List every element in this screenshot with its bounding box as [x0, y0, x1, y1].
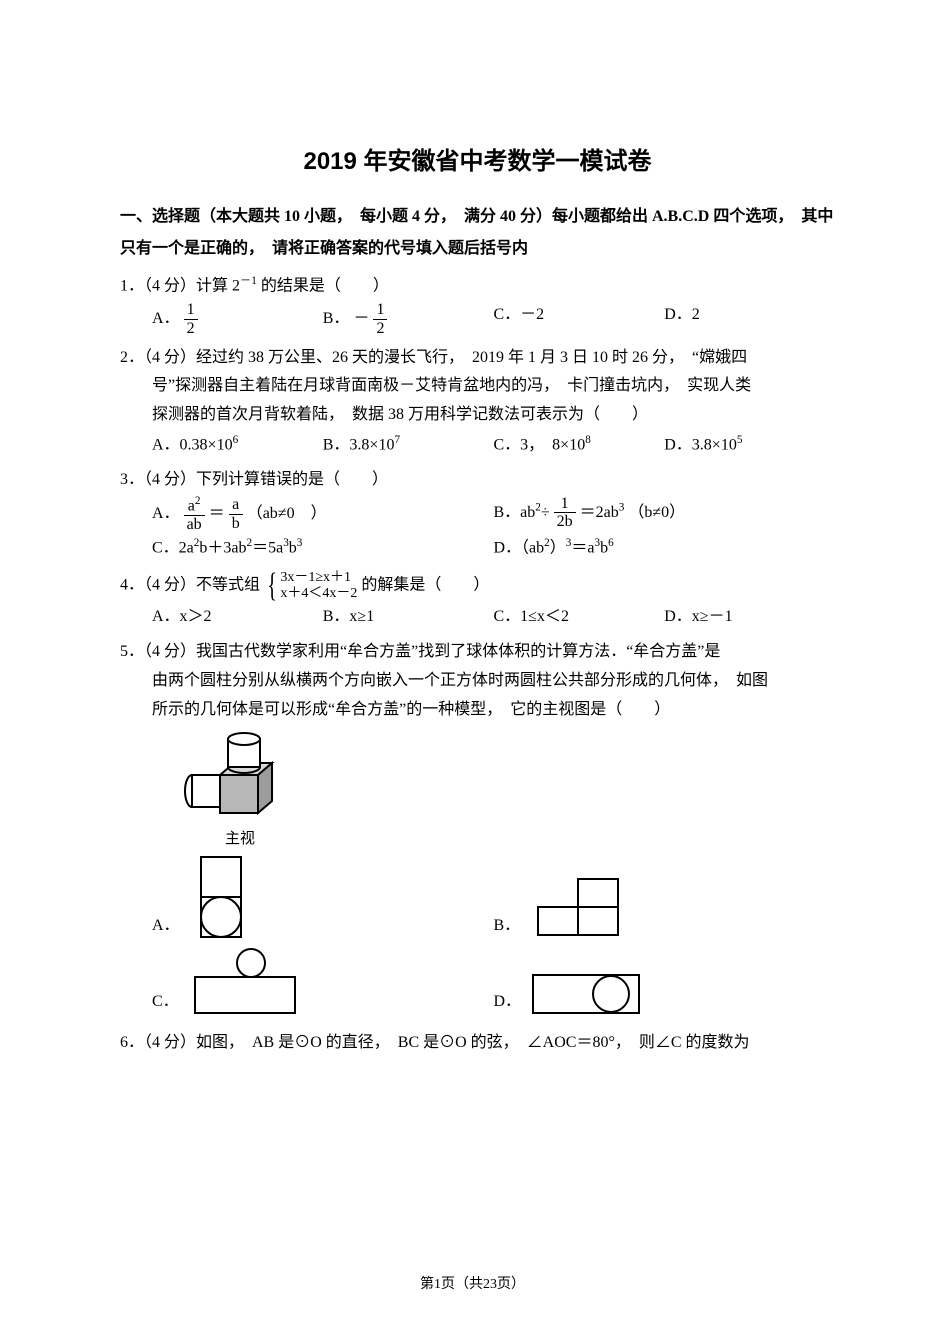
q5-opt-b: B． — [494, 853, 836, 941]
q4-opt-c: C．1≤x＜2 — [494, 603, 665, 632]
q1-opt-a: A． 12 — [152, 301, 323, 337]
q1-exp: －1 — [240, 275, 257, 287]
question-6: 6．（4 分）如图， AB 是⊙O 的直径， BC 是⊙O 的弦， ∠AOC＝8… — [120, 1029, 835, 1058]
q1-opt-c: C．－2 — [494, 301, 665, 337]
q4-opt-a: A．x＞2 — [152, 603, 323, 632]
question-3: 3．（4 分）下列计算错误的是（ ） — [120, 466, 835, 495]
q5-opt-b-icon — [526, 875, 626, 941]
q2-line1: 2．（4 分）经过约 38 万公里、26 天的漫长飞行， 2019 年 1 月 … — [120, 344, 835, 373]
q2-opt-b: B．3.8×107 — [323, 430, 494, 460]
q1-options: A． 12 B． － 12 C．－2 D．2 — [120, 301, 835, 337]
section-header: 一、选择题（本大题共 10 小题， 每小题 4 分， 满分 40 分）每小题都给… — [120, 201, 835, 265]
page: 2019 年安徽省中考数学一模试卷 一、选择题（本大题共 10 小题， 每小题 … — [0, 0, 945, 1337]
q1-stem-prefix: 1．（4 分）计算 2 — [120, 278, 240, 295]
q1-opt-d: D．2 — [664, 301, 835, 337]
q2-line3: 探测器的首次月背软着陆， 数据 38 万用科学记数法可表示为（ ） — [120, 401, 835, 430]
q4-options: A．x＞2 B．x≥1 C．1≤x＜2 D．x≥－1 — [120, 603, 835, 632]
document-title: 2019 年安徽省中考数学一模试卷 — [120, 140, 835, 183]
q2-opt-a: A．0.38×106 — [152, 430, 323, 460]
q5-opt-d-icon — [527, 969, 647, 1017]
q2-opt-d: D．3.8×105 — [664, 430, 835, 460]
q5-opt-a-icon — [186, 853, 256, 941]
q2-options: A．0.38×106 B．3.8×107 C．3， 8×108 D．3.8×10… — [120, 430, 835, 460]
q5-opt-c: C． — [152, 947, 494, 1017]
q5-options: A． B． C． D． — [120, 853, 835, 1023]
q5-opt-d: D． — [494, 947, 836, 1017]
q4-opt-b: B．x≥1 — [323, 603, 494, 632]
q2-line2: 号”探测器自主着陆在月球背面南极－艾特肯盆地内的冯， 卡门撞击坑内， 实现人类 — [120, 372, 835, 401]
question-4: 4．（4 分）不等式组 { 3x－1≥x＋1 x＋4＜4x－2 的解集是（ ） — [120, 569, 835, 603]
question-1: 1．（4 分）计算 2－1 的结果是（ ） — [120, 271, 835, 301]
q5-opt-a: A． — [152, 853, 494, 941]
cylinders-cube-icon — [180, 729, 290, 824]
page-footer: 第1页（共23页） — [0, 1272, 945, 1297]
q5-figure: 主视 — [180, 729, 300, 853]
q3-options-row2: C．2a2b＋3ab2＝5a3b3 D．（ab2）3＝a3b6 — [120, 533, 835, 563]
q3-opt-a: A． a2ab ＝ ab （ab≠0 ） — [152, 495, 494, 534]
brace-icon: { — [267, 569, 277, 603]
q4-opt-d: D．x≥－1 — [664, 603, 835, 632]
q3-options-row1: A． a2ab ＝ ab （ab≠0 ） B．ab2÷ 12b ＝2ab3 （b… — [120, 495, 835, 534]
q1-stem-suffix: 的结果是（ ） — [257, 278, 389, 295]
question-2: 2．（4 分）经过约 38 万公里、26 天的漫长飞行， 2019 年 1 月 … — [120, 344, 835, 430]
q1-opt-b: B． － 12 — [323, 301, 494, 337]
q3-opt-b: B．ab2÷ 12b ＝2ab3 （b≠0） — [494, 495, 836, 534]
q2-opt-c: C．3， 8×108 — [494, 430, 665, 460]
q3-opt-d: D．（ab2）3＝a3b6 — [494, 533, 836, 563]
q5-opt-c-icon — [185, 947, 305, 1017]
q5-caption: 主视 — [180, 826, 300, 853]
q3-opt-c: C．2a2b＋3ab2＝5a3b3 — [152, 533, 494, 563]
question-5: 5．（4 分）我国古代数学家利用“牟合方盖”找到了球体体积的计算方法．“牟合方盖… — [120, 638, 835, 724]
